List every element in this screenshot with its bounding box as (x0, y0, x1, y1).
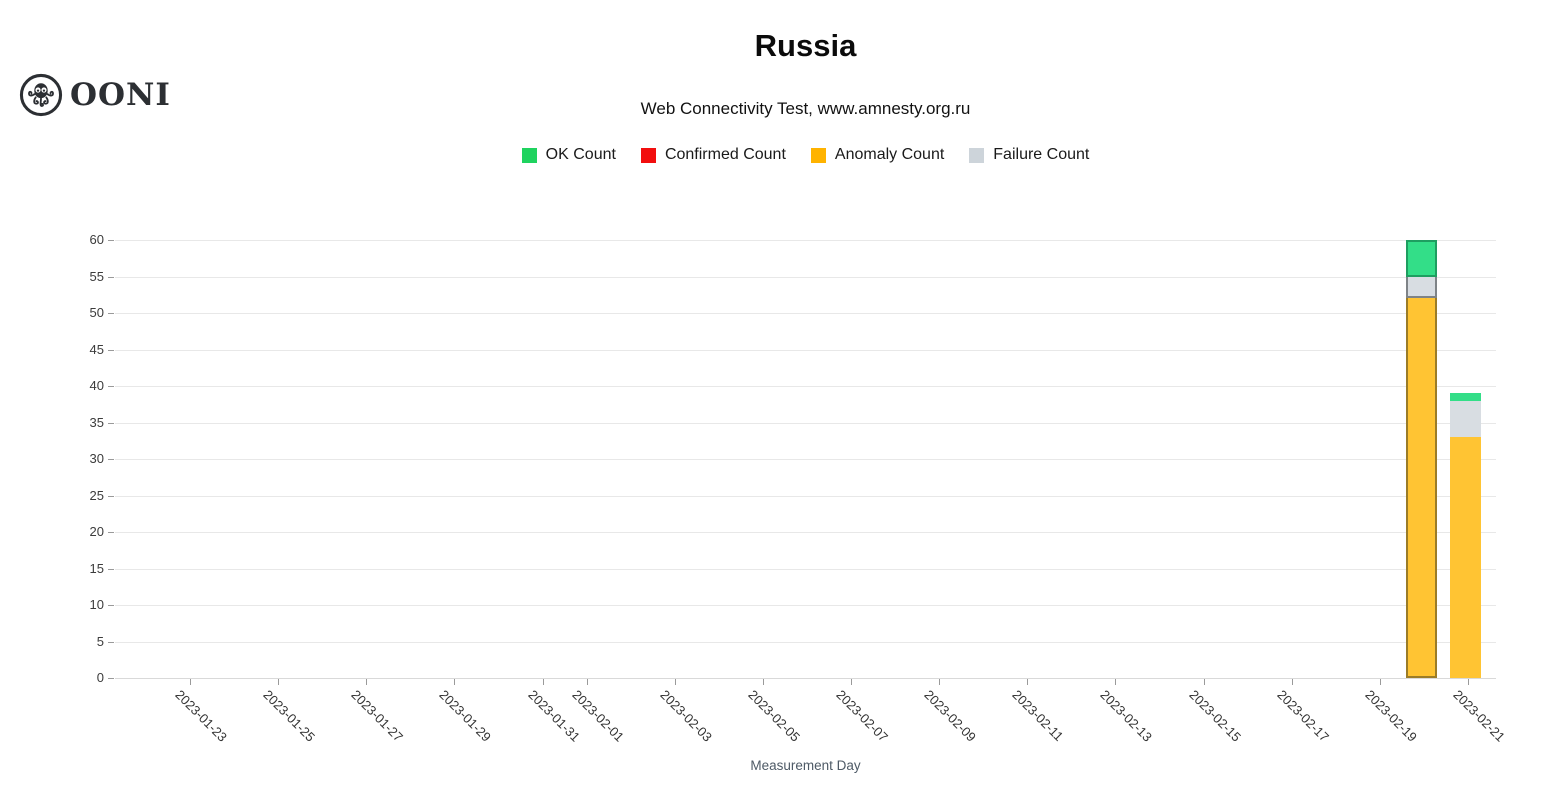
legend-item: OK Count (521, 146, 616, 164)
grid-line (115, 240, 1496, 241)
x-tick (1379, 679, 1381, 685)
y-tick-label: 0 (96, 670, 104, 685)
y-tick-label: 60 (89, 232, 104, 247)
x-tick-label: 2023-02-21 (1450, 687, 1509, 745)
y-tick (108, 459, 114, 460)
grid-line (115, 641, 1496, 643)
x-tick-label: 2023-02-17 (1274, 687, 1332, 745)
x-tick (586, 679, 588, 685)
x-tick (1203, 679, 1205, 685)
x-tick (454, 679, 456, 685)
x-tick-label: 2023-02-07 (833, 687, 892, 745)
x-tick-label: 2023-01-27 (348, 687, 407, 745)
x-tick-label: 2023-02-15 (1186, 687, 1244, 745)
legend-item: Anomaly Count (810, 146, 945, 164)
grid-line (115, 605, 1496, 606)
y-tick (108, 605, 114, 606)
y-tick (108, 641, 114, 643)
bar-segment-failure[interactable] (1405, 276, 1437, 299)
legend-swatch-icon (521, 147, 537, 163)
grid-line (115, 276, 1496, 278)
x-tick (190, 679, 191, 685)
x-tick (939, 679, 941, 685)
legend-label: OK Count (545, 146, 616, 163)
y-tick (108, 313, 114, 314)
x-tick-label: 2023-01-23 (172, 687, 231, 745)
bar-segment-ok[interactable] (1450, 393, 1482, 401)
grid-line (115, 568, 1496, 570)
bar-segment-failure[interactable] (1450, 400, 1482, 438)
bar-segment-anomaly[interactable] (1450, 437, 1482, 678)
y-tick (108, 495, 114, 497)
legend-label: Confirmed Count (664, 146, 786, 163)
x-tick-label: 2023-02-11 (1009, 687, 1067, 744)
legend: OK Count Confirmed Count Anomaly Count Fail… (115, 146, 1496, 164)
y-tick-label: 40 (89, 378, 104, 393)
legend-item: Confirmed Count (640, 146, 786, 164)
x-tick (1027, 679, 1029, 685)
x-axis-line (115, 678, 1496, 679)
grid-line (115, 313, 1496, 314)
y-tick-label: 20 (89, 524, 104, 539)
x-tick (1468, 679, 1470, 685)
x-tick-label: 2023-02-19 (1362, 687, 1420, 745)
grid-line (115, 459, 1496, 460)
x-tick-label: 2023-02-05 (745, 687, 803, 745)
y-tick (108, 386, 114, 387)
x-tick (542, 679, 544, 685)
page-title: Russia (754, 28, 857, 63)
x-tick (674, 679, 676, 685)
x-tick (1115, 679, 1117, 685)
ooni-logo-text: OONI (70, 77, 171, 113)
y-tick (108, 422, 114, 424)
grid-line (115, 495, 1496, 497)
y-tick-label: 5 (96, 633, 104, 649)
y-tick-label: 35 (89, 414, 104, 430)
x-tick (278, 679, 280, 685)
x-tick-label: 2023-01-25 (260, 687, 319, 745)
y-tick-label: 25 (89, 487, 104, 503)
y-tick (108, 678, 114, 679)
grid-line (115, 349, 1496, 351)
x-tick-label: 2023-02-03 (657, 687, 715, 745)
grid-line (115, 422, 1496, 424)
grid-line (115, 386, 1496, 387)
bar-segment-anomaly[interactable] (1405, 298, 1437, 678)
y-tick-label: 15 (89, 560, 104, 576)
y-tick (108, 532, 114, 533)
legend-swatch-icon (640, 147, 656, 163)
x-tick (851, 679, 853, 685)
y-tick-label: 45 (89, 341, 104, 357)
y-tick (108, 568, 114, 570)
x-tick-label: 2023-02-13 (1097, 687, 1156, 745)
x-tick (1291, 679, 1293, 685)
y-tick-label: 10 (89, 597, 104, 612)
y-tick (108, 240, 114, 241)
legend-swatch-icon (969, 147, 985, 163)
legend-label: Failure Count (993, 146, 1090, 163)
x-tick (366, 679, 368, 685)
x-tick-label: 2023-02-09 (921, 687, 980, 745)
legend-item: Failure Count (969, 146, 1089, 164)
grid-line (115, 532, 1496, 533)
y-tick-label: 30 (89, 451, 104, 466)
legend-label: Anomaly Count (834, 146, 945, 163)
ooni-logo: OONI (18, 72, 171, 118)
y-tick (108, 276, 114, 278)
y-tick (108, 349, 114, 351)
chart-subtitle: Web Connectivity Test, www.amnesty.org.r… (640, 99, 971, 118)
x-tick (762, 679, 764, 685)
ooni-octopus-icon (19, 73, 63, 117)
y-tick-label: 50 (89, 305, 104, 320)
x-tick-label: 2023-01-29 (436, 687, 495, 745)
y-tick-label: 55 (89, 268, 104, 284)
bar-segment-ok[interactable] (1405, 240, 1437, 277)
x-axis-title: Measurement Day (750, 758, 861, 773)
legend-swatch-icon (810, 147, 826, 163)
